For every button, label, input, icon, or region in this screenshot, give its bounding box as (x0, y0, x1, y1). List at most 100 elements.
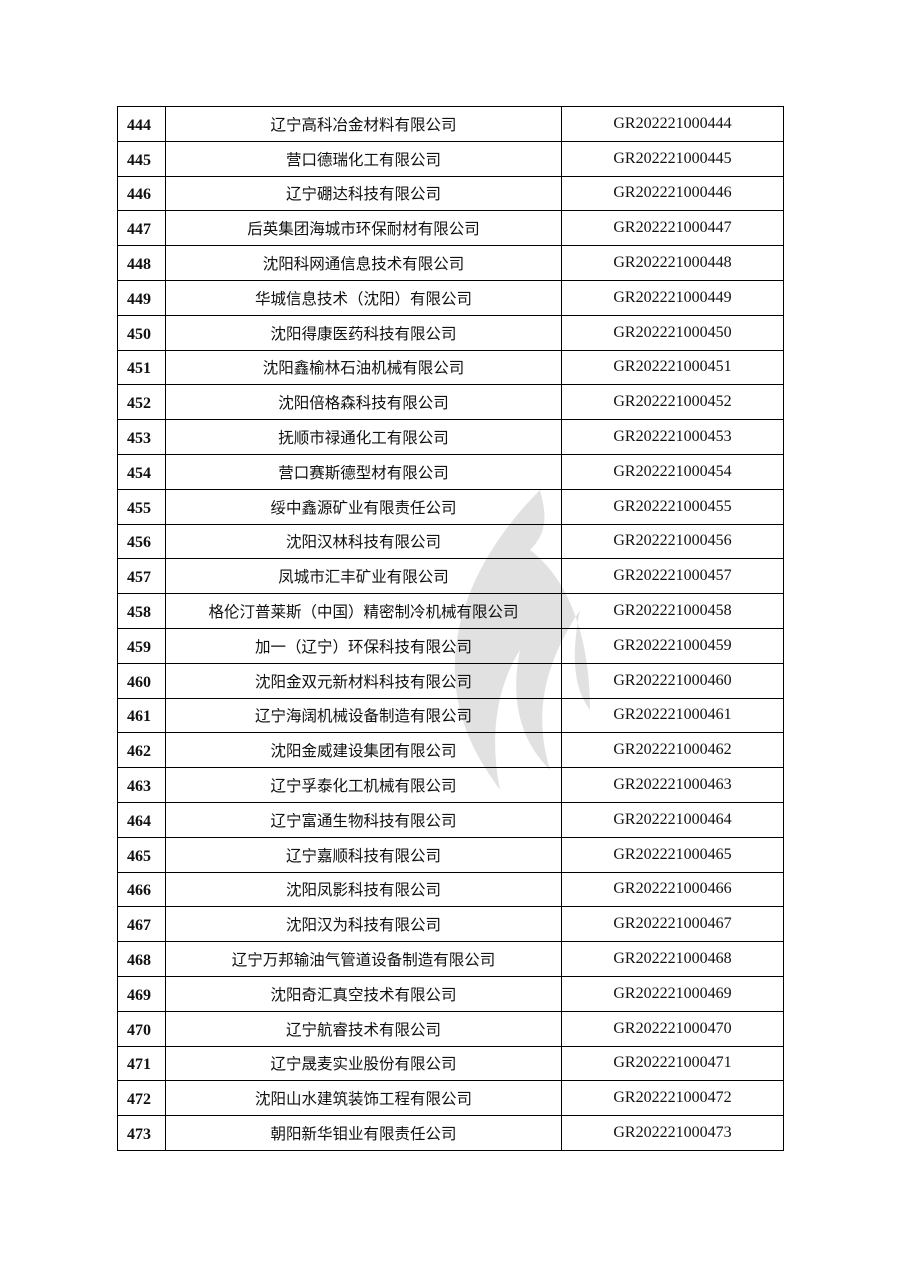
certificate-number: GR202221000470 (561, 1010, 784, 1047)
company-name: 营口赛斯德型材有限公司 (165, 453, 562, 490)
table-row: 468 辽宁万邦输油气管道设备制造有限公司 GR202221000468 (117, 941, 784, 977)
row-number: 464 (117, 801, 166, 838)
company-name: 沈阳凤影科技有限公司 (165, 871, 562, 908)
certificate-number: GR202221000464 (561, 801, 784, 838)
row-number: 460 (117, 662, 166, 699)
row-number: 467 (117, 906, 166, 943)
company-name: 辽宁孚泰化工机械有限公司 (165, 767, 562, 803)
certificate-number: GR202221000462 (561, 732, 784, 769)
table-row: 467 沈阳汉为科技有限公司 GR202221000467 (117, 906, 784, 943)
row-number: 450 (117, 314, 166, 351)
table-row: 471 辽宁晟麦实业股份有限公司 GR202221000471 (117, 1045, 784, 1082)
table-row: 446 辽宁硼达科技有限公司 GR202221000446 (117, 175, 784, 212)
company-name: 沈阳倍格森科技有限公司 (165, 384, 562, 421)
certificate-number: GR202221000456 (561, 523, 784, 560)
row-number: 469 (117, 975, 166, 1012)
company-name: 辽宁晟麦实业股份有限公司 (165, 1045, 562, 1082)
row-number: 451 (117, 349, 166, 386)
table-row: 466 沈阳凤影科技有限公司 GR202221000466 (117, 871, 784, 908)
certificate-number: GR202221000468 (561, 941, 784, 977)
certificate-number: GR202221000454 (561, 453, 784, 490)
company-name: 凤城市汇丰矿业有限公司 (165, 558, 562, 595)
table-row: 470 辽宁航睿技术有限公司 GR202221000470 (117, 1010, 784, 1047)
table-row: 449 华城信息技术（沈阳）有限公司 GR202221000449 (117, 279, 784, 316)
row-number: 471 (117, 1045, 166, 1082)
company-name: 辽宁硼达科技有限公司 (165, 175, 562, 212)
table-row: 447 后英集团海城市环保耐材有限公司 GR202221000447 (117, 210, 784, 247)
table-row: 445 营口德瑞化工有限公司 GR202221000445 (117, 140, 784, 177)
row-number: 445 (117, 140, 166, 177)
table-row: 461 辽宁海阔机械设备制造有限公司 GR202221000461 (117, 697, 784, 734)
row-number: 456 (117, 523, 166, 560)
certificate-number: GR202221000453 (561, 419, 784, 455)
company-name: 沈阳汉为科技有限公司 (165, 906, 562, 943)
row-number: 470 (117, 1010, 166, 1047)
row-number: 447 (117, 210, 166, 247)
company-name: 后英集团海城市环保耐材有限公司 (165, 210, 562, 247)
company-name: 辽宁航睿技术有限公司 (165, 1010, 562, 1047)
row-number: 463 (117, 767, 166, 803)
certificate-number: GR202221000466 (561, 871, 784, 908)
company-name: 沈阳鑫榆林石油机械有限公司 (165, 349, 562, 386)
table-row: 455 绥中鑫源矿业有限责任公司 GR202221000455 (117, 488, 784, 525)
certificate-number: GR202221000446 (561, 175, 784, 212)
company-name: 沈阳金双元新材料科技有限公司 (165, 662, 562, 699)
table-row: 463 辽宁孚泰化工机械有限公司 GR202221000463 (117, 767, 784, 803)
certificate-number: GR202221000469 (561, 975, 784, 1012)
row-number: 453 (117, 419, 166, 455)
row-number: 461 (117, 697, 166, 734)
certificate-number: GR202221000448 (561, 245, 784, 281)
table-row: 456 沈阳汉林科技有限公司 GR202221000456 (117, 523, 784, 560)
company-name: 辽宁海阔机械设备制造有限公司 (165, 697, 562, 734)
company-list-table: 444 辽宁高科冶金材料有限公司 GR202221000444 445 营口德瑞化工有限… (117, 106, 784, 1151)
company-name: 朝阳新华钼业有限责任公司 (165, 1115, 562, 1151)
company-name: 沈阳科网通信息技术有限公司 (165, 245, 562, 281)
table-row: 448 沈阳科网通信息技术有限公司 GR202221000448 (117, 245, 784, 281)
table-row: 462 沈阳金威建设集团有限公司 GR202221000462 (117, 732, 784, 769)
row-number: 472 (117, 1080, 166, 1117)
row-number: 466 (117, 871, 166, 908)
company-name: 华城信息技术（沈阳）有限公司 (165, 279, 562, 316)
certificate-number: GR202221000452 (561, 384, 784, 421)
company-name: 格伦汀普莱斯（中国）精密制冷机械有限公司 (165, 593, 562, 629)
certificate-number: GR202221000457 (561, 558, 784, 595)
certificate-number: GR202221000445 (561, 140, 784, 177)
company-name: 沈阳汉林科技有限公司 (165, 523, 562, 560)
row-number: 446 (117, 175, 166, 212)
table-row: 465 辽宁嘉顺科技有限公司 GR202221000465 (117, 836, 784, 873)
row-number: 458 (117, 593, 166, 629)
table-row: 450 沈阳得康医药科技有限公司 GR202221000450 (117, 314, 784, 351)
row-number: 473 (117, 1115, 166, 1151)
row-number: 448 (117, 245, 166, 281)
row-number: 465 (117, 836, 166, 873)
certificate-number: GR202221000449 (561, 279, 784, 316)
row-number: 462 (117, 732, 166, 769)
table-row: 469 沈阳奇汇真空技术有限公司 GR202221000469 (117, 975, 784, 1012)
certificate-number: GR202221000472 (561, 1080, 784, 1117)
certificate-number: GR202221000471 (561, 1045, 784, 1082)
company-name: 辽宁嘉顺科技有限公司 (165, 836, 562, 873)
certificate-number: GR202221000465 (561, 836, 784, 873)
table-row: 444 辽宁高科冶金材料有限公司 GR202221000444 (117, 106, 784, 142)
certificate-number: GR202221000473 (561, 1115, 784, 1151)
certificate-number: GR202221000450 (561, 314, 784, 351)
row-number: 452 (117, 384, 166, 421)
company-name: 沈阳金威建设集团有限公司 (165, 732, 562, 769)
row-number: 457 (117, 558, 166, 595)
certificate-number: GR202221000458 (561, 593, 784, 629)
certificate-number: GR202221000451 (561, 349, 784, 386)
certificate-number: GR202221000447 (561, 210, 784, 247)
row-number: 444 (117, 106, 166, 142)
certificate-number: GR202221000463 (561, 767, 784, 803)
table-row: 464 辽宁富通生物科技有限公司 GR202221000464 (117, 801, 784, 838)
company-name: 营口德瑞化工有限公司 (165, 140, 562, 177)
row-number: 468 (117, 941, 166, 977)
company-name: 绥中鑫源矿业有限责任公司 (165, 488, 562, 525)
certificate-number: GR202221000455 (561, 488, 784, 525)
company-name: 加一（辽宁）环保科技有限公司 (165, 627, 562, 664)
company-name: 抚顺市禄通化工有限公司 (165, 419, 562, 455)
certificate-number: GR202221000467 (561, 906, 784, 943)
certificate-number: GR202221000459 (561, 627, 784, 664)
certificate-number: GR202221000444 (561, 106, 784, 142)
table-row: 458 格伦汀普莱斯（中国）精密制冷机械有限公司 GR202221000458 (117, 593, 784, 629)
